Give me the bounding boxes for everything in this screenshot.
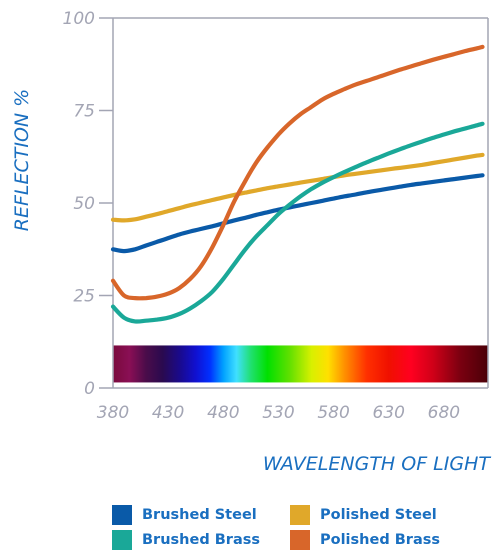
tick-label-layer: 0 25 50 75 100 380 430 480 530 580 630 680 [63,9,461,423]
legend-swatch [290,530,310,550]
x-tick-label: 480 [207,403,239,423]
spectrum-band-layer [113,345,488,383]
series-line-brushed-steel [110,173,485,254]
series-line-brushed-brass [110,121,485,324]
x-tick-label: 380 [97,403,129,423]
series-line-polished-steel [110,152,485,223]
axes-layer [99,17,489,389]
y-tick-label: 0 [84,379,95,399]
legend-swatch [112,530,132,550]
legend-item-polished-brass: Polished Brass [290,529,440,551]
y-tick-label: 75 [73,102,95,122]
y-axis-title: REFLECTION % [11,89,33,231]
spectrum-band [113,345,488,383]
x-tick-label: 430 [152,403,184,423]
x-tick-label: 680 [428,403,460,423]
series-line-polished-brass [110,44,485,301]
y-tick-label: 100 [63,9,95,29]
legend-item-brushed-brass: Brushed Brass [112,529,260,551]
x-axis-title: WAVELENGTH OF LIGHT [263,453,491,475]
x-tick-label: 630 [373,403,405,423]
y-tick-label: 25 [73,287,95,307]
legend-label: Polished Brass [320,532,440,548]
legend-label: Brushed Brass [142,532,260,548]
legend-label: Polished Steel [320,507,437,523]
y-tick-label: 50 [73,194,95,214]
series-layer [110,44,485,324]
legend-label: Brushed Steel [142,507,257,523]
x-tick-label: 530 [262,403,294,423]
legend-item-brushed-steel: Brushed Steel [112,504,257,526]
legend-item-polished-steel: Polished Steel [290,504,437,526]
legend-swatch [112,505,132,525]
legend-swatch [290,505,310,525]
x-tick-label: 580 [317,403,349,423]
